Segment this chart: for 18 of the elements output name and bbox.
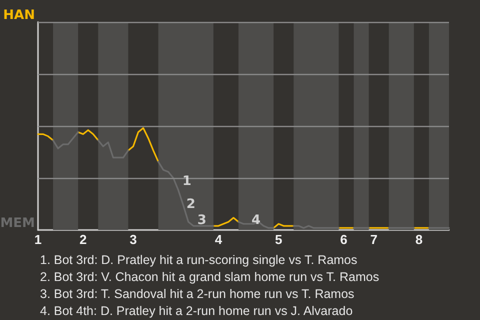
x-tick-label: 7 bbox=[370, 232, 378, 247]
x-tick-label: 1 bbox=[34, 232, 42, 247]
x-tick-label: 6 bbox=[340, 232, 348, 247]
text: 4. Bot 4th: D. Pratley hit a 2-run home run vs J. Alvarado bbox=[40, 303, 354, 320]
text: 1. Bot 3rd: D. Pratley hit a run-scoring single vs T. Ramos bbox=[40, 252, 358, 269]
text: 3. Bot 3rd: T. Sandoval hit a 2-run home run vs T. Ramos bbox=[40, 286, 356, 303]
annotation: 4 bbox=[252, 212, 261, 228]
annotation: 2 bbox=[186, 196, 196, 212]
x-tick-label: 5 bbox=[274, 232, 282, 247]
text: 2. Bot 3rd: V. Chacon hit a grand slam home run vs T. Ramos bbox=[40, 269, 380, 286]
x-tick-label: 2 bbox=[79, 232, 87, 247]
x-tick-label: 8 bbox=[415, 232, 423, 247]
annotation: 3 bbox=[197, 212, 206, 228]
x-tick-label: 4 bbox=[214, 232, 223, 247]
x-tick-label: 3 bbox=[130, 232, 137, 247]
annotation: 1 bbox=[182, 174, 192, 190]
text: HAN bbox=[3, 8, 35, 23]
text: MEM bbox=[0, 216, 35, 231]
